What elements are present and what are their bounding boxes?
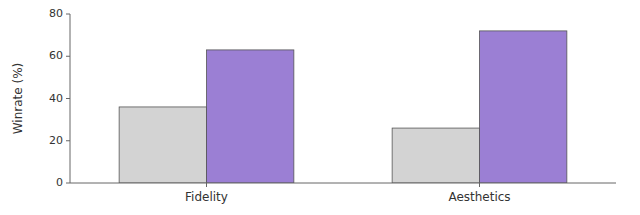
bar: [119, 107, 206, 183]
y-axis-label: Winrate (%): [11, 63, 25, 135]
bars: [119, 31, 567, 183]
y-tick: [66, 98, 70, 99]
y-tick-label: 40: [49, 92, 63, 105]
x-tick-label: Aesthetics: [448, 190, 510, 204]
bar: [207, 50, 294, 183]
chart: 0 20 40 60 80 Winrate (%) Fidelity Aesthetics: [0, 0, 640, 215]
y-tick-label: 80: [49, 7, 63, 20]
bar: [392, 128, 479, 183]
x-tick: [479, 183, 480, 187]
y-tick: [66, 140, 70, 141]
y-tick-label: 60: [49, 49, 63, 62]
y-tick: [66, 56, 70, 57]
bar: [480, 31, 567, 183]
x-axis: Fidelity Aesthetics: [70, 183, 616, 204]
y-axis: 0 20 40 60 80: [49, 7, 70, 189]
x-tick: [206, 183, 207, 187]
y-axis-line: [70, 14, 71, 183]
y-tick: [66, 183, 70, 184]
y-tick-label: 20: [49, 134, 63, 147]
x-axis-line: [70, 183, 616, 184]
y-tick: [66, 14, 70, 15]
chart-container: 0 20 40 60 80 Winrate (%) Fidelity Aesthetics: [0, 0, 640, 215]
y-tick-label: 0: [56, 176, 63, 189]
x-tick-label: Fidelity: [185, 190, 228, 204]
